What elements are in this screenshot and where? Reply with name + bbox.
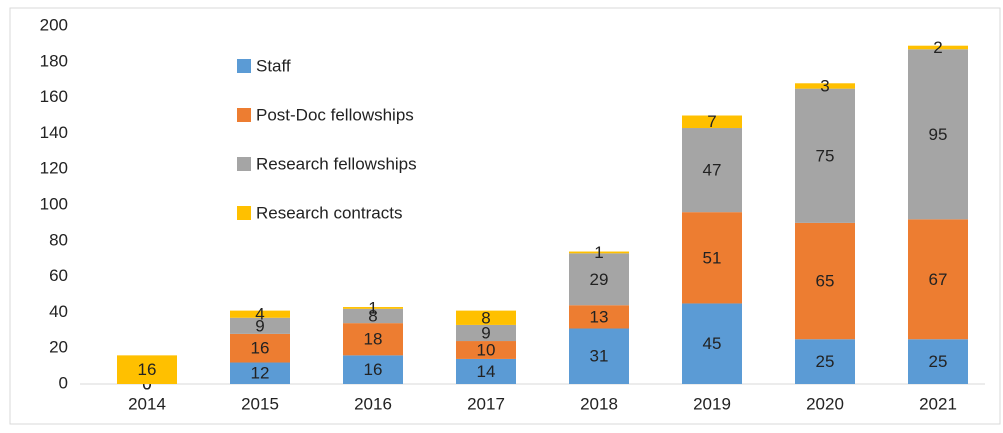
y-tick-label: 120 bbox=[40, 159, 68, 178]
legend-swatch bbox=[237, 108, 251, 122]
x-tick-label: 2021 bbox=[919, 394, 957, 413]
bar-segment bbox=[682, 303, 742, 384]
y-tick-label: 200 bbox=[40, 15, 68, 34]
y-tick-label: 40 bbox=[49, 302, 68, 321]
bar-segment bbox=[908, 45, 968, 50]
bar-segment bbox=[343, 355, 403, 384]
bar-segment bbox=[117, 355, 177, 384]
data-label: 8 bbox=[368, 306, 377, 325]
bar-segment bbox=[230, 362, 290, 384]
bar-segment bbox=[343, 308, 403, 324]
bar-segment bbox=[569, 251, 629, 254]
data-label: 25 bbox=[929, 352, 948, 371]
bar-segment bbox=[343, 307, 403, 309]
bar-segment bbox=[795, 222, 855, 340]
data-label: 65 bbox=[816, 272, 835, 291]
x-tick-label: 2020 bbox=[806, 394, 844, 413]
bar-segment bbox=[908, 339, 968, 384]
bar-segment bbox=[569, 305, 629, 329]
bar-segment bbox=[569, 253, 629, 306]
data-label: 10 bbox=[477, 340, 496, 359]
bar-segment bbox=[343, 323, 403, 356]
data-label: 3 bbox=[820, 76, 829, 95]
data-label: 1 bbox=[368, 298, 377, 317]
bar-segment bbox=[908, 219, 968, 340]
data-label: 14 bbox=[477, 362, 496, 381]
legend-swatch bbox=[237, 206, 251, 220]
data-label: 45 bbox=[703, 334, 722, 353]
data-label: 9 bbox=[481, 323, 490, 342]
x-tick-label: 2019 bbox=[693, 394, 731, 413]
data-label: 7 bbox=[707, 112, 716, 131]
x-tick-label: 2016 bbox=[354, 394, 392, 413]
y-tick-label: 140 bbox=[40, 123, 68, 142]
legend-swatch bbox=[237, 157, 251, 171]
legend-swatch bbox=[237, 59, 251, 73]
bar-segment bbox=[230, 317, 290, 334]
data-label: 2 bbox=[933, 38, 942, 57]
bar-segment bbox=[682, 115, 742, 129]
data-label: 16 bbox=[364, 360, 383, 379]
data-label: 16 bbox=[251, 339, 270, 358]
legend-label: Post-Doc fellowships bbox=[256, 105, 414, 124]
y-tick-label: 100 bbox=[40, 194, 68, 213]
y-tick-label: 80 bbox=[49, 230, 68, 249]
y-tick-label: 180 bbox=[40, 51, 68, 70]
data-label: 16 bbox=[138, 360, 157, 379]
data-label: 9 bbox=[255, 316, 264, 335]
bar-segment bbox=[795, 83, 855, 89]
legend-label: Staff bbox=[256, 56, 291, 75]
bar-segment bbox=[569, 328, 629, 384]
bar-segment bbox=[456, 310, 516, 325]
bar-segment bbox=[230, 310, 290, 318]
y-tick-label: 60 bbox=[49, 266, 68, 285]
data-label: 47 bbox=[703, 161, 722, 180]
bar-segment bbox=[456, 358, 516, 384]
bar-segment bbox=[908, 49, 968, 220]
bar-segment bbox=[682, 128, 742, 213]
data-label: 18 bbox=[364, 330, 383, 349]
x-tick-label: 2014 bbox=[128, 394, 166, 413]
bar-segment bbox=[682, 212, 742, 304]
data-label: 1 bbox=[594, 243, 603, 262]
y-tick-label: 20 bbox=[49, 338, 68, 357]
bar-segment bbox=[456, 324, 516, 342]
data-label: 31 bbox=[590, 347, 609, 366]
data-label: 95 bbox=[929, 125, 948, 144]
bar-segment bbox=[230, 333, 290, 363]
data-label: 4 bbox=[255, 305, 264, 324]
y-tick-label: 0 bbox=[59, 373, 68, 392]
bar-segment bbox=[795, 88, 855, 223]
bar-segment bbox=[795, 339, 855, 384]
data-label: 12 bbox=[251, 364, 270, 383]
y-tick-label: 160 bbox=[40, 87, 68, 106]
chart-frame bbox=[9, 7, 1001, 425]
data-label: 75 bbox=[816, 146, 835, 165]
data-label: 51 bbox=[703, 248, 722, 267]
x-tick-label: 2015 bbox=[241, 394, 279, 413]
data-label: 13 bbox=[590, 307, 609, 326]
data-label: 29 bbox=[590, 270, 609, 289]
data-label: 25 bbox=[816, 352, 835, 371]
legend-label: Research fellowships bbox=[256, 154, 417, 173]
bar-segment bbox=[456, 341, 516, 359]
data-label: 67 bbox=[929, 270, 948, 289]
legend-label: Research contracts bbox=[256, 203, 402, 222]
x-tick-label: 2018 bbox=[580, 394, 618, 413]
x-tick-label: 2017 bbox=[467, 394, 505, 413]
data-label: 8 bbox=[481, 308, 490, 327]
